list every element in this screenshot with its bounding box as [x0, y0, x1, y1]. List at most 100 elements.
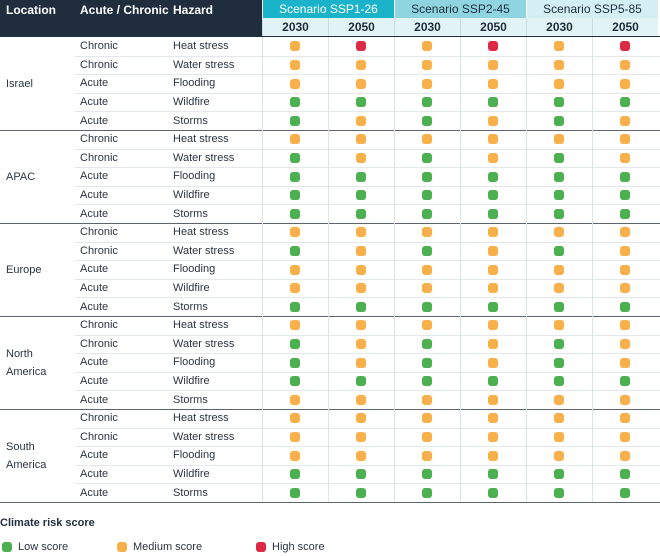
score-dot	[356, 134, 366, 145]
score-dot	[356, 338, 366, 349]
type: Acute	[80, 468, 109, 481]
score-dot	[620, 301, 630, 312]
score-dot	[488, 190, 498, 201]
scenario-header: Scenario SSP1-26	[262, 0, 394, 18]
location: North America	[6, 347, 47, 378]
score-dot	[554, 78, 564, 89]
row-rule	[75, 55, 660, 57]
cell	[262, 74, 263, 93]
cell	[328, 446, 329, 465]
type: Acute	[80, 486, 109, 499]
cell	[394, 446, 395, 465]
hazard: Water stress	[173, 244, 235, 257]
score-dot	[356, 208, 366, 219]
score-dot	[488, 41, 498, 52]
score-dot	[554, 320, 564, 331]
cell	[592, 55, 593, 75]
cell	[526, 204, 527, 223]
cell	[526, 446, 527, 465]
hazard: Water stress	[173, 58, 235, 71]
score-dot	[422, 394, 432, 405]
score-dot	[554, 115, 564, 126]
cell	[328, 371, 329, 391]
score-dot	[290, 450, 300, 461]
score-dot	[488, 245, 498, 256]
score-dot	[356, 152, 366, 163]
cell	[526, 390, 527, 409]
score-dot	[554, 338, 564, 349]
cell	[460, 353, 461, 372]
score-dot	[356, 171, 366, 182]
cell	[592, 74, 593, 93]
score-dot	[554, 227, 564, 238]
score-dot	[488, 283, 498, 294]
score-dot	[290, 171, 300, 182]
score-dot	[488, 469, 498, 480]
cell	[592, 371, 593, 391]
score-dot	[488, 320, 498, 331]
cell	[526, 316, 527, 335]
cell	[394, 390, 395, 409]
score-dot	[290, 469, 300, 480]
cell	[460, 464, 461, 484]
type: Acute	[80, 393, 109, 406]
score-dot	[290, 227, 300, 238]
score-dot	[290, 190, 300, 201]
type: Acute	[80, 207, 109, 220]
score-dot	[356, 283, 366, 294]
type: Acute	[80, 114, 109, 127]
row-rule	[75, 464, 660, 466]
type: Acute	[80, 356, 109, 369]
score-dot	[620, 283, 630, 294]
hazard: Storms	[173, 207, 208, 220]
score-dot	[554, 431, 564, 442]
cell	[460, 185, 461, 205]
cell	[262, 297, 263, 316]
cell	[460, 55, 461, 75]
location: APAC	[6, 170, 36, 183]
score-dot	[356, 97, 366, 108]
legend-swatch	[256, 542, 266, 552]
score-dot	[620, 208, 630, 219]
type: Chronic	[80, 58, 118, 71]
cell	[328, 37, 329, 56]
cell	[328, 334, 329, 354]
cell	[394, 223, 395, 242]
score-dot	[422, 301, 432, 312]
hazard: Storms	[173, 393, 208, 406]
row-rule	[75, 446, 660, 448]
score-dot	[290, 264, 300, 275]
cell	[460, 371, 461, 391]
score-dot	[356, 41, 366, 52]
header-cell: Location	[6, 3, 56, 17]
cell	[394, 241, 395, 261]
group-rule	[0, 223, 660, 224]
cell	[262, 260, 263, 279]
cell	[526, 37, 527, 56]
score-dot	[620, 320, 630, 331]
cell	[262, 148, 263, 168]
score-dot	[356, 227, 366, 238]
cell	[262, 241, 263, 261]
hazard: Water stress	[173, 151, 235, 164]
row-rule	[75, 185, 660, 187]
cell	[460, 409, 461, 428]
score-dot	[620, 469, 630, 480]
cell	[526, 464, 527, 484]
score-dot	[554, 245, 564, 256]
type: Acute	[80, 263, 109, 276]
type: Chronic	[80, 40, 118, 53]
score-dot	[422, 431, 432, 442]
score-dot	[488, 413, 498, 424]
score-dot	[356, 245, 366, 256]
score-dot	[422, 78, 432, 89]
score-dot	[488, 301, 498, 312]
type: Chronic	[80, 430, 118, 443]
score-dot	[356, 301, 366, 312]
cell	[262, 427, 263, 447]
cell	[592, 130, 593, 149]
cell	[262, 111, 263, 130]
cell	[526, 167, 527, 186]
hazard: Flooding	[173, 170, 216, 183]
